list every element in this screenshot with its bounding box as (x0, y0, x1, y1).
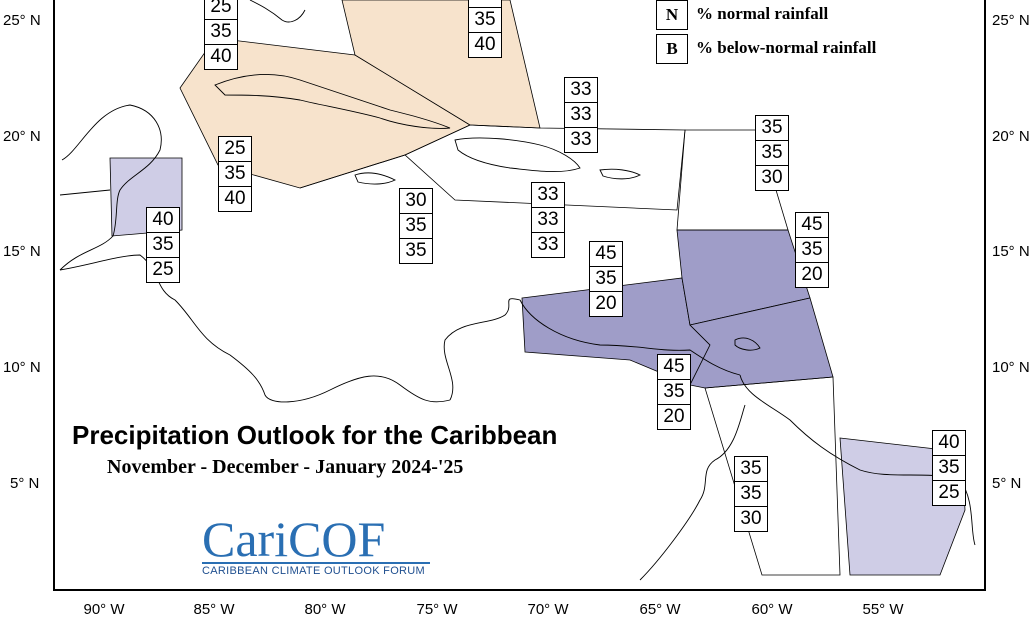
prob-below: 20 (796, 262, 828, 287)
prob-above: 45 (663, 356, 685, 377)
prob-box-hispaniola-north: 33 33 33 (564, 77, 598, 153)
prob-box-suriname: 40 35 25 (932, 430, 966, 506)
lat-label-5-left: 5° N (10, 475, 40, 492)
prob-below: 33 (532, 232, 564, 257)
prob-above: 25 (224, 138, 246, 159)
prob-above: 40 (938, 432, 960, 453)
prob-normal: 35 (933, 455, 965, 480)
prob-above: 40 (152, 209, 174, 230)
lon-label-90: 90° W (83, 601, 125, 618)
prob-normal: 35 (400, 213, 432, 238)
prob-above: 33 (537, 184, 559, 205)
zone-guyana (704, 376, 841, 576)
map-title: Precipitation Outlook for the Caribbean (72, 420, 558, 450)
lon-label-75: 75° W (416, 601, 458, 618)
prob-above: 45 (801, 214, 823, 235)
prob-normal: 35 (735, 481, 767, 506)
prob-box-windward: 45 35 20 (795, 212, 829, 288)
prob-normal: 35 (658, 379, 690, 404)
prob-below: 40 (469, 32, 501, 57)
prob-above (469, 0, 501, 7)
prob-box-hispaniola-south: 33 33 33 (531, 182, 565, 258)
map-subtitle: November - December - January 2024-'25 (107, 456, 464, 478)
prob-above: 45 (595, 243, 617, 264)
legend-label-normal: % normal rainfall (696, 4, 829, 23)
logo-tagline: CARIBBEAN CLIMATE OUTLOOK FORUM (202, 565, 426, 577)
prob-box-guyana: 35 35 30 (734, 456, 768, 532)
logo-underline (202, 562, 430, 564)
lat-label-15-right: 15° N (992, 243, 1030, 260)
prob-normal: 35 (147, 232, 179, 257)
prob-below: 20 (590, 291, 622, 316)
lat-label-20-right: 20° N (992, 128, 1030, 145)
prob-below: 25 (933, 480, 965, 505)
lat-label-20-left: 20° N (3, 128, 41, 145)
prob-box-bahamas-west: 25 35 40 (204, 0, 238, 70)
prob-below: 35 (400, 238, 432, 263)
lon-label-85: 85° W (193, 601, 235, 618)
prob-above: 25 (210, 0, 232, 17)
prob-below: 25 (147, 257, 179, 282)
logo-wordmark: CariCOF (202, 511, 386, 567)
legend-label-below: % below-normal rainfall (696, 38, 877, 57)
lat-label-25-right: 25° N (992, 12, 1030, 29)
legend-key-normal: N (656, 0, 688, 30)
lat-label-15-left: 15° N (3, 243, 41, 260)
lon-label-60: 60° W (751, 601, 793, 618)
prob-below: 40 (219, 186, 251, 211)
prob-below: 33 (565, 127, 597, 152)
lon-label-55: 55° W (862, 601, 904, 618)
prob-normal: 33 (565, 102, 597, 127)
lat-label-25-left: 25° N (3, 12, 41, 29)
prob-above: 35 (761, 117, 783, 138)
lon-label-65: 65° W (639, 601, 681, 618)
prob-normal: 35 (590, 266, 622, 291)
prob-box-jamaica: 30 35 35 (399, 188, 433, 264)
prob-normal: 35 (469, 7, 501, 32)
prob-below: 40 (205, 44, 237, 69)
prob-box-bahamas-east: 35 40 (468, 0, 502, 58)
prob-normal: 33 (532, 207, 564, 232)
prob-normal: 35 (219, 161, 251, 186)
lat-label-10-left: 10° N (3, 359, 41, 376)
prob-above: 35 (740, 458, 762, 479)
caricof-logo: CariCOF CARIBBEAN CLIMATE OUTLOOK FORUM (200, 510, 435, 580)
prob-box-abc-islands: 45 35 20 (589, 241, 623, 317)
prob-box-cuba: 25 35 40 (218, 136, 252, 212)
prob-box-belize: 40 35 25 (146, 207, 180, 283)
lon-label-80: 80° W (304, 601, 346, 618)
prob-below: 30 (756, 165, 788, 190)
prob-normal: 35 (796, 237, 828, 262)
lat-label-5-right: 5° N (992, 475, 1022, 492)
lat-label-10-right: 10° N (992, 359, 1030, 376)
legend-key-below: B (656, 34, 688, 64)
zone-leeward (676, 129, 789, 231)
prob-below: 20 (658, 404, 690, 429)
prob-box-leeward: 35 35 30 (755, 115, 789, 191)
prob-above: 30 (405, 190, 427, 211)
prob-normal: 35 (205, 19, 237, 44)
prob-box-trinidad: 45 35 20 (657, 354, 691, 430)
prob-above: 33 (570, 79, 592, 100)
prob-below: 30 (735, 506, 767, 531)
lon-label-70: 70° W (527, 601, 569, 618)
coastlines (59, 0, 976, 581)
prob-normal: 35 (756, 140, 788, 165)
